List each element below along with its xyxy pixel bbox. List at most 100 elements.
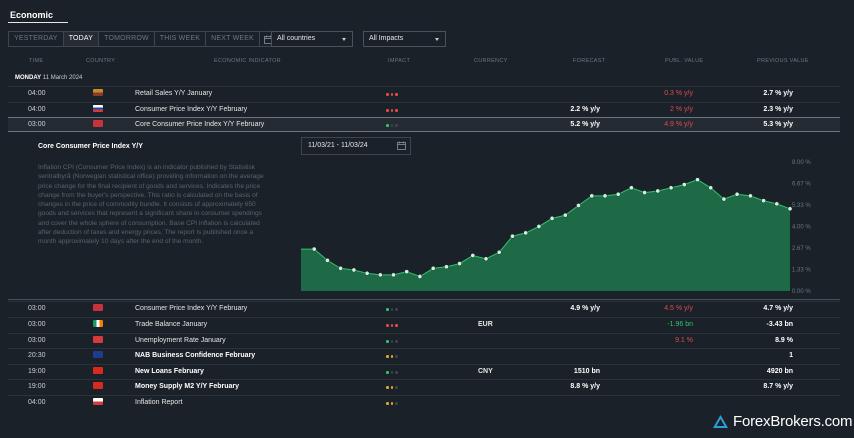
event-published: 2 % y/y: [670, 106, 693, 113]
event-row[interactable]: 03:00 Trade Balance January EUR -1.96 bn -3.…: [8, 317, 840, 332]
chart-point[interactable]: [787, 206, 793, 212]
flag-icon: [93, 336, 103, 343]
day-header: MONDAY 11 March 2024: [15, 75, 82, 81]
event-name: Money Supply M2 Y/Y February: [135, 383, 239, 390]
impact-indicator: [386, 308, 398, 311]
chart-point[interactable]: [748, 193, 753, 199]
range-this-week[interactable]: THIS WEEK: [155, 32, 207, 46]
chart-point[interactable]: [523, 230, 529, 236]
event-time: 03:00: [28, 321, 46, 328]
event-time: 04:00: [28, 399, 46, 406]
chart-point[interactable]: [655, 188, 661, 194]
event-row[interactable]: 20:30 NAB Business Confidence February 1: [8, 348, 840, 363]
date-range-value: 11/03/21 - 11/03/24: [308, 142, 368, 149]
impact-indicator: [386, 124, 398, 127]
chart-point[interactable]: [510, 233, 515, 239]
chart-point[interactable]: [602, 193, 608, 199]
flag-icon: [93, 351, 103, 358]
chart-point[interactable]: [417, 274, 423, 279]
chart-point[interactable]: [457, 261, 462, 266]
impacts-dropdown[interactable]: All Impacts: [363, 31, 446, 47]
flag-icon: [93, 120, 103, 127]
chart-point[interactable]: [695, 177, 700, 183]
event-time: 03:00: [28, 305, 46, 312]
chart-point[interactable]: [311, 246, 317, 252]
detail-description: Inflation CPI (Consumer Price Index) is …: [38, 164, 264, 246]
chart-point[interactable]: [774, 201, 780, 207]
chart-point[interactable]: [642, 190, 647, 195]
chart-point[interactable]: [483, 256, 489, 262]
chart-point[interactable]: [325, 258, 330, 263]
event-row[interactable]: 04:00 Consumer Price Index Y/Y February 2.…: [8, 102, 840, 117]
event-previous: 5.3 % y/y: [763, 121, 793, 128]
indicator-chart: 8.00 % 6.67 % 5.33 % 4.00 % 2.67 % 1.33 % 0.00…: [301, 160, 811, 295]
event-forecast: 2.2 % y/y: [570, 106, 600, 113]
countries-dropdown[interactable]: All countries: [271, 31, 353, 47]
range-tomorrow[interactable]: TOMORROW: [99, 32, 155, 46]
range-today[interactable]: TODAY: [63, 32, 100, 46]
chart-point[interactable]: [430, 266, 436, 271]
flag-icon: [93, 105, 103, 112]
event-row[interactable]: 03:00 Unemployment Rate January 9.1 % 8.9 %: [8, 333, 840, 348]
chevron-down-icon: [342, 38, 346, 41]
impact-indicator: [386, 93, 398, 96]
range-yesterday[interactable]: YESTERDAY: [9, 32, 64, 46]
event-row[interactable]: 03:00 Core Consumer Price Index Y/Y Febru…: [8, 117, 840, 132]
chart-point[interactable]: [615, 191, 621, 197]
event-name: Retail Sales Y/Y January: [135, 90, 213, 97]
col-impact: IMPACT: [388, 58, 411, 64]
chart-point[interactable]: [589, 193, 595, 199]
chart-point[interactable]: [562, 212, 568, 218]
event-time: 03:00: [28, 337, 46, 344]
event-previous: 8.7 % y/y: [763, 383, 793, 390]
event-row[interactable]: 03:00 Consumer Price Index Y/Y February 4.…: [8, 301, 840, 316]
event-time: 20:30: [28, 352, 46, 359]
y-tick-label: 5.33 %: [792, 203, 811, 209]
impact-indicator: [386, 402, 398, 405]
chart-point[interactable]: [377, 272, 383, 278]
event-row[interactable]: 04:00 Retail Sales Y/Y January 0.3 % y/y 2.…: [8, 86, 840, 101]
chart-point[interactable]: [708, 185, 714, 191]
flag-icon: [93, 367, 103, 374]
event-name: Consumer Price Index Y/Y February: [135, 305, 248, 312]
y-tick-label: 1.33 %: [792, 268, 811, 274]
chart-point[interactable]: [404, 269, 410, 275]
chart-point[interactable]: [496, 249, 502, 255]
calendar-icon: [397, 141, 406, 150]
chart-point[interactable]: [668, 185, 674, 191]
event-time: 04:00: [28, 106, 46, 113]
range-next-week[interactable]: NEXT WEEK: [206, 32, 261, 46]
event-row[interactable]: 19:00 New Loans February CNY 1510 bn 4920 bn: [8, 364, 840, 379]
flag-icon: [93, 398, 103, 405]
col-published: PUBL. VALUE: [665, 58, 704, 64]
flag-icon: [93, 320, 103, 327]
page-title[interactable]: Economic: [10, 10, 54, 20]
impact-indicator: [386, 340, 398, 343]
chart-point[interactable]: [721, 196, 727, 202]
event-name: Inflation Report: [135, 399, 183, 406]
chart-point[interactable]: [444, 264, 449, 270]
chart-point[interactable]: [629, 185, 634, 191]
chart-point[interactable]: [734, 191, 740, 197]
event-previous: -3.43 bn: [766, 321, 793, 328]
chart-point[interactable]: [681, 182, 687, 187]
impact-indicator: [386, 355, 398, 358]
chart-point[interactable]: [470, 253, 476, 258]
event-row[interactable]: 04:00 Inflation Report: [8, 395, 840, 410]
chart-point[interactable]: [761, 198, 766, 204]
col-forecast: FORECAST: [573, 58, 606, 64]
chart-point[interactable]: [391, 272, 396, 278]
chart-point[interactable]: [549, 216, 555, 221]
logo-icon: [713, 415, 728, 428]
chart-date-range[interactable]: 11/03/21 - 11/03/24: [301, 137, 411, 155]
chart-point[interactable]: [351, 267, 357, 273]
event-row[interactable]: 19:00 Money Supply M2 Y/Y February 8.8 % y…: [8, 379, 840, 394]
y-tick-label: 0.00 %: [792, 289, 811, 295]
event-currency: CNY: [478, 368, 493, 375]
chart-point[interactable]: [576, 203, 581, 208]
chart-point[interactable]: [536, 224, 542, 229]
event-time: 19:00: [28, 368, 46, 375]
chart-point[interactable]: [338, 266, 343, 271]
detail-divider: [8, 299, 840, 300]
chart-point[interactable]: [364, 270, 370, 276]
